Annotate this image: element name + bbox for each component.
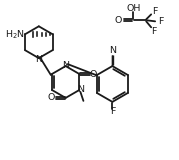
- Text: OH: OH: [126, 4, 141, 13]
- Text: O: O: [47, 93, 54, 102]
- Text: F: F: [158, 17, 164, 26]
- Text: N: N: [35, 55, 42, 64]
- Text: N: N: [109, 46, 116, 55]
- Text: F: F: [110, 107, 115, 116]
- Text: N: N: [62, 61, 69, 70]
- Text: F: F: [151, 27, 157, 36]
- Text: N: N: [77, 85, 84, 94]
- Text: F: F: [153, 7, 158, 16]
- Text: O: O: [90, 70, 97, 79]
- Text: O: O: [115, 16, 122, 25]
- Text: H$_2$N: H$_2$N: [5, 28, 25, 40]
